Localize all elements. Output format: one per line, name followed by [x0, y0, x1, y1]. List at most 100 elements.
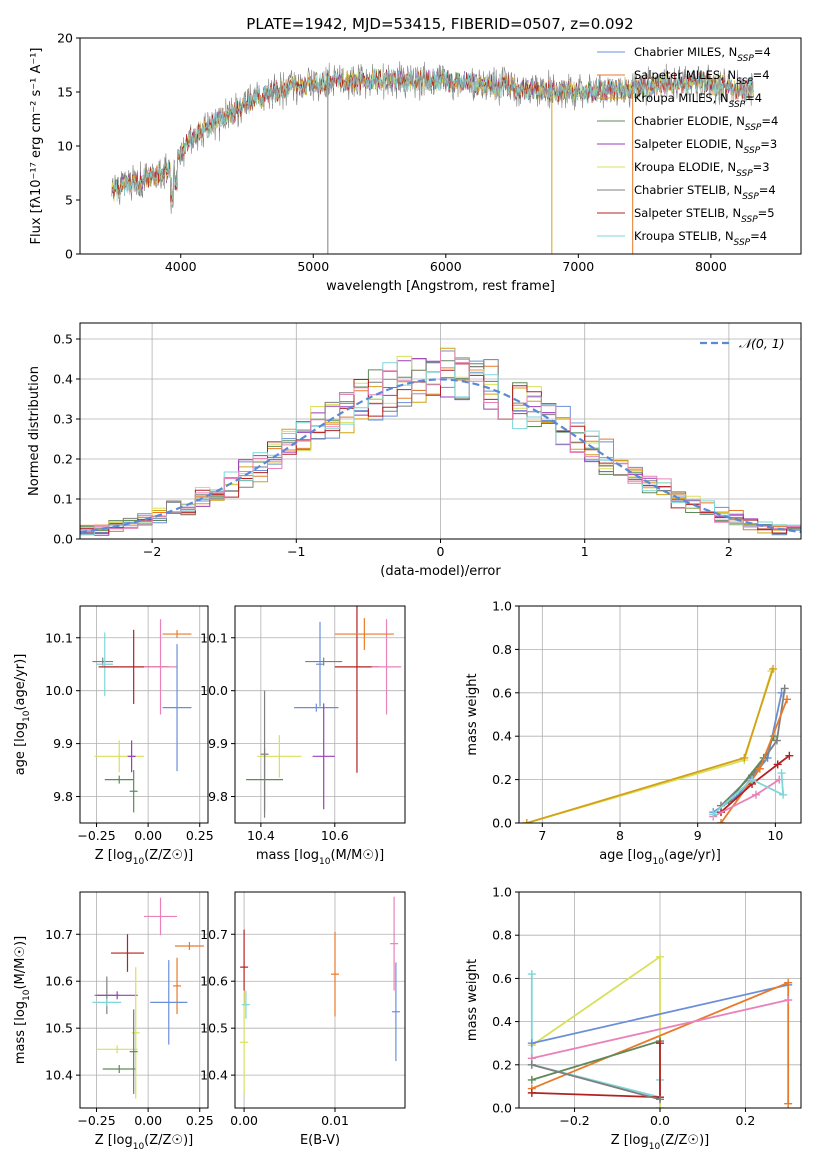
weight_vs_age-ylabel: mass weight [465, 673, 480, 755]
histogram-step [80, 350, 801, 539]
age_vs_mass-point [316, 621, 324, 707]
legend-entry: Kroupa MILES, NSSP=4 [634, 91, 762, 110]
weight_vs_Z-marker [656, 952, 664, 961]
weight_vs_Z-series-line [531, 1040, 661, 1081]
weight_vs_age-plot-area [522, 664, 794, 823]
residuals-xlabel: (data-model)/error [380, 564, 501, 579]
age_vs_mass-ytick-label: 9.8 [208, 789, 228, 804]
mass_vs_Z-point [144, 897, 178, 936]
weight_vs_Z-marker [656, 1039, 664, 1048]
spectrum-xtick-label: 5000 [297, 259, 329, 274]
mass_vs_Z-point [96, 991, 138, 1000]
legend-entry: Salpeter MILES, NSSP=4 [634, 68, 770, 87]
residuals-panel: −2 −1 0 1 2 0.0 0.1 0.2 0.3 0.4 0.5 (data-model)/er… [27, 322, 802, 579]
weight_vs_age-marker [769, 664, 778, 673]
weight_vs_Z-marker [784, 978, 793, 987]
age_vs_Z-point [162, 644, 192, 772]
age_vs_Z-ylabel: age [log10(age/yr)] [13, 654, 32, 776]
mass_vs_Z-ytick-label: 10.7 [45, 927, 73, 942]
mass_vs_ebv-panel: 0.00 0.01 10.4 10.5 10.6 10.7 E(B-V) [200, 891, 406, 1148]
legend-entry: Salpeter STELIB, NSSP=5 [634, 206, 775, 225]
weight_vs_Z-series-line [531, 1063, 661, 1101]
mass_vs_Z-xlabel: Z [log10(Z/Z☉)] [95, 1133, 193, 1152]
weight_vs_age-marker [748, 775, 757, 784]
age_vs_Z-point [104, 775, 134, 784]
mass_vs_Z-xtick-label: 0.25 [186, 1113, 214, 1128]
spectrum-xtick-label: 4000 [165, 259, 197, 274]
mass_vs_Z-point [174, 942, 204, 950]
weight_vs_Z-ytick-label: 1.0 [492, 885, 512, 900]
residuals-ytick-label: 0.2 [53, 452, 73, 467]
weight_vs_Z-series-line [531, 984, 789, 1045]
mass_vs_Z-point [110, 934, 144, 972]
weight_vs_age-series-line [728, 735, 775, 802]
age_vs_mass-xtick-label: 10.6 [321, 828, 349, 843]
weight_vs_age-xtick-label: 10 [767, 828, 783, 843]
age_vs_mass-point [371, 619, 402, 715]
weight_vs_Z-xtick-label: 0.2 [736, 1113, 756, 1128]
weight_vs_Z-marker [784, 1099, 793, 1108]
weight_vs_age-marker [716, 819, 725, 823]
weight_vs_age-marker [779, 790, 788, 799]
weight_vs_Z-xlabel: Z [log10(Z/Z☉)] [611, 1133, 709, 1152]
residuals-plot-area [80, 347, 801, 539]
mass_vs_Z-ytick-label: 10.4 [45, 1068, 73, 1083]
residuals-xtick-label: 2 [725, 544, 733, 559]
age_vs_Z-xtick-label: 0.00 [134, 828, 162, 843]
mass_vs_ebv-plot-area [240, 896, 400, 1094]
weight_vs_age-marker [772, 736, 781, 745]
weight_vs_age-series-line [720, 754, 790, 813]
weight_vs_age-xtick-label: 8 [616, 828, 624, 843]
weight_vs_age-marker [783, 695, 792, 704]
normal-curve [80, 378, 801, 534]
mass_vs_Z-point [129, 1009, 138, 1094]
age_vs_mass-point [334, 618, 394, 650]
weight_vs_Z-series-line [531, 999, 789, 1060]
weight_vs_Z-series-line [530, 974, 661, 1099]
spectrum-ytick-label: 0 [65, 247, 73, 262]
spectrum-xtick-label: 6000 [430, 259, 462, 274]
mass_vs_Z-point [92, 998, 122, 1007]
legend-entry: Chabrier ELODIE, NSSP=4 [634, 114, 778, 133]
residuals-ytick-label: 0.5 [53, 332, 73, 347]
weight_vs_Z-marker [527, 1088, 536, 1097]
spectrum-ytick-label: 15 [57, 85, 73, 100]
age_vs_mass-point [260, 690, 269, 818]
age_vs_Z-ytick-label: 10.1 [45, 630, 73, 645]
mass_vs_ebv-point [331, 931, 339, 1017]
residuals-xtick-label: 1 [581, 544, 589, 559]
mass_vs_ebv-xtick-label: 0.01 [321, 1113, 349, 1128]
residuals-xtick-label: −1 [287, 544, 305, 559]
weight_vs_Z-panel: −0.2 0.0 0.2 0.0 0.2 0.4 0.6 0.8 1.0 Z [log10(Z/Z… [465, 885, 802, 1152]
weight_vs_Z-xtick-label: −0.2 [559, 1113, 589, 1128]
weight_vs_age-ytick-label: 0.6 [492, 685, 512, 700]
mass_vs_ebv-ytick-label: 10.6 [200, 974, 228, 989]
weight_vs_age-series-line [712, 773, 785, 815]
age_vs_Z-frame [79, 605, 209, 824]
spectrum-xtick-label: 8000 [695, 259, 727, 274]
mass_vs_Z-panel: −0.25 0.00 0.25 10.4 10.5 10.6 10.7 Z [log10(Z/… [13, 891, 214, 1152]
weight_vs_Z-plot-area [527, 952, 793, 1108]
figure-title: PLATE=1942, MJD=53415, FIBERID=0507, z=0… [246, 15, 633, 33]
spectrum-ytick-label: 5 [65, 193, 73, 208]
weight_vs_age-marker [777, 769, 786, 778]
weight_vs_age-frame [518, 605, 802, 824]
age_vs_mass-xlabel: mass [log10(M/M☉)] [256, 848, 384, 867]
age_vs_mass-point [257, 735, 302, 778]
mass_vs_ebv-point [391, 962, 400, 1062]
legend-entry: Chabrier STELIB, NSSP=4 [634, 183, 776, 202]
mass_vs_ebv-point [390, 896, 399, 991]
spectrum-line [111, 68, 754, 202]
spectrum-legend: Chabrier MILES, NSSP=4 Salpeter MILES, NS… [597, 45, 778, 248]
weight_vs_Z-marker [784, 996, 793, 1004]
weight_vs_Z-series-line [531, 955, 661, 1108]
residuals-xtick-label: 0 [437, 544, 445, 559]
legend-entry: Salpeter ELODIE, NSSP=3 [634, 137, 777, 156]
weight_vs_age-panel: 7 8 9 10 0.0 0.2 0.4 0.6 0.8 1.0 age [log10(age/yr… [465, 599, 802, 867]
age_vs_Z-point [144, 619, 178, 715]
age_vs_Z-ytick-label: 10.0 [45, 683, 73, 698]
age_vs_mass-ytick-label: 10.1 [200, 630, 228, 645]
age_vs_Z-point [129, 770, 138, 813]
mass_vs_Z-xtick-label: 0.00 [134, 1113, 162, 1128]
weight_vs_Z-marker [656, 1095, 664, 1104]
